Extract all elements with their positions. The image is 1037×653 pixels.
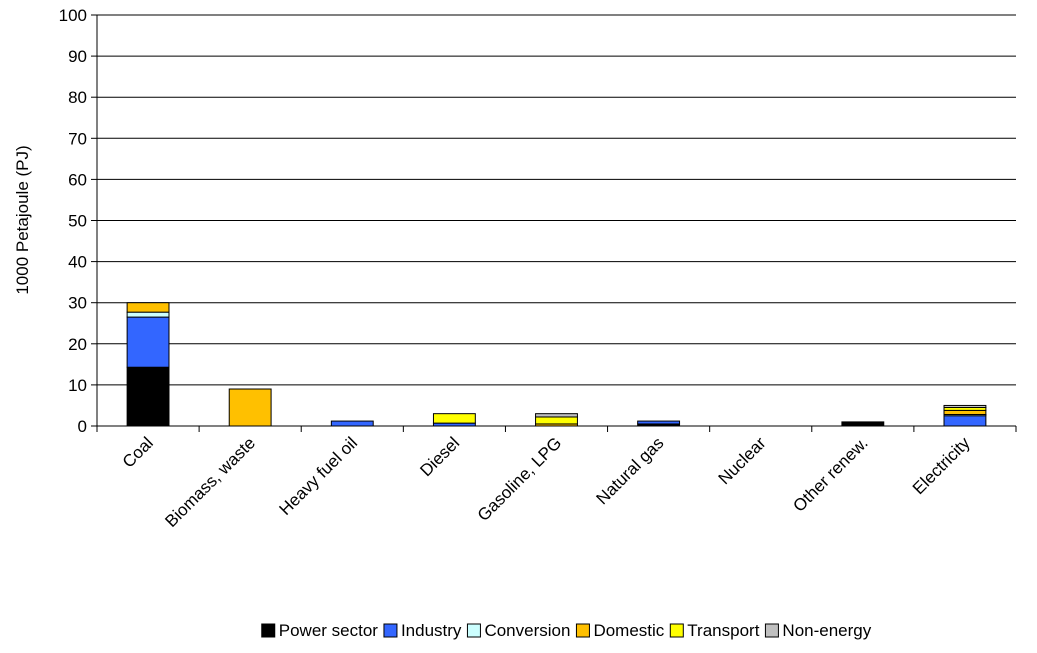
y-tick-label: 30 — [68, 294, 87, 313]
legend-item: Power sector — [261, 621, 379, 640]
legend-swatch — [261, 623, 276, 638]
bar-segment — [432, 413, 476, 424]
legend-label: Power sector — [279, 621, 379, 640]
legend-label: Industry — [401, 621, 462, 640]
x-tick-label: Diesel — [416, 433, 463, 480]
bar-segment — [330, 420, 374, 427]
bar-segment — [126, 316, 170, 368]
bar-segment — [126, 366, 170, 427]
bar-segment — [637, 420, 681, 425]
bar-segment — [535, 416, 578, 425]
y-tick-label: 10 — [68, 376, 87, 395]
bar-segment — [943, 409, 987, 415]
legend-label: Transport — [687, 621, 759, 640]
legend-item: Non-energy — [764, 621, 872, 640]
y-tick-labels: 0 10 20 30 40 50 60 70 80 90 100 — [59, 6, 87, 436]
bar-segment — [535, 413, 578, 418]
bar-segment — [126, 302, 170, 313]
y-tick-label: 0 — [78, 417, 87, 436]
legend-swatch — [669, 623, 684, 638]
legend-swatch — [575, 623, 590, 638]
x-tick-label: Biomass, waste — [161, 433, 259, 531]
legend-label: Non-energy — [782, 621, 871, 640]
gridlines — [97, 14, 1016, 386]
y-tick-label: 100 — [59, 6, 87, 25]
legend-label: Domestic — [593, 621, 664, 640]
x-tick-label: Gasoline, LPG — [474, 433, 566, 525]
legend-swatch — [466, 623, 481, 638]
bar-segment — [943, 404, 987, 409]
x-tick-label: Coal — [119, 433, 157, 471]
bar-segment — [126, 311, 170, 318]
bar-segment — [228, 388, 272, 427]
x-tick-label: Natural gas — [593, 433, 668, 508]
x-tick-label: Other renew. — [789, 433, 871, 515]
legend-swatch — [383, 623, 398, 638]
y-tick-label: 20 — [68, 335, 87, 354]
y-tick-label: 60 — [68, 170, 87, 189]
y-tick-label: 50 — [68, 212, 87, 231]
x-tick-label: Electricity — [909, 433, 974, 498]
y-tick-label: 70 — [68, 129, 87, 148]
y-tick-label: 40 — [68, 253, 87, 272]
y-tick-label: 90 — [68, 47, 87, 66]
legend: Power sector Industry Conversion Domestic Tr… — [261, 621, 872, 640]
y-tick-label: 80 — [68, 88, 87, 107]
y-axis-label: 1000 Petajoule (PJ) — [13, 145, 32, 294]
x-tick-label: Nuclear — [715, 433, 770, 488]
bar-segment — [943, 415, 987, 427]
x-tick-label: Heavy fuel oil — [276, 433, 362, 519]
legend-item: Conversion — [466, 621, 570, 640]
legend-label: Conversion — [484, 621, 570, 640]
axes — [91, 14, 1017, 432]
bar-segment — [841, 421, 885, 427]
legend-item: Industry — [383, 621, 462, 640]
bars — [126, 302, 987, 427]
legend-item: Domestic — [575, 621, 665, 640]
legend-item: Transport — [669, 621, 760, 640]
x-tick-labels: Coal Biomass, waste Heavy fuel oil Diesel Ga… — [119, 433, 974, 531]
legend-swatch — [764, 623, 779, 638]
